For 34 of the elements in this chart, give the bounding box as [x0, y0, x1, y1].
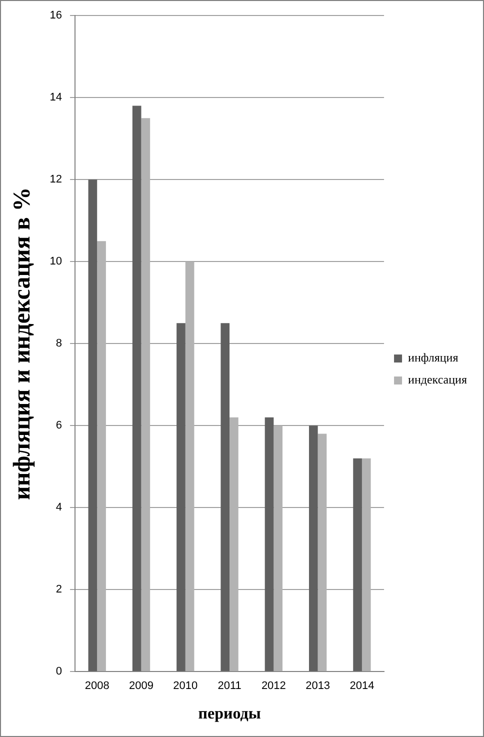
- bar: [132, 106, 142, 672]
- bar: [362, 458, 371, 672]
- bar: [220, 323, 230, 672]
- y-tick-label: 16: [50, 10, 62, 22]
- x-axis-title: периоды: [198, 706, 262, 723]
- bar: [308, 426, 318, 672]
- y-tick-label: 10: [50, 256, 62, 268]
- y-tick-label: 4: [56, 502, 62, 514]
- legend-label: индексация: [408, 372, 468, 387]
- bar: [318, 434, 327, 672]
- bar: [141, 118, 150, 672]
- y-tick-label: 0: [56, 666, 62, 678]
- x-tick-label: 2008: [84, 680, 110, 692]
- bar: [97, 241, 106, 672]
- x-tick-label: 2012: [261, 680, 286, 692]
- y-tick-label: 2: [56, 584, 62, 596]
- y-axis-title: инфляция и индексация в %: [10, 187, 36, 500]
- x-tick-label: 2013: [306, 680, 330, 692]
- bar: [88, 180, 98, 672]
- y-tick-label: 8: [56, 338, 62, 350]
- legend-label: инфляция: [408, 350, 459, 365]
- bar: [230, 417, 238, 672]
- bar: [264, 417, 274, 672]
- y-tick-label: 12: [50, 174, 62, 186]
- bar: [274, 426, 283, 672]
- bar: [353, 458, 362, 672]
- bar: [176, 323, 186, 672]
- x-tick-label: 2014: [350, 680, 374, 692]
- y-tick-label: 6: [56, 420, 62, 432]
- y-tick-label: 14: [50, 92, 62, 104]
- x-tick-label: 2010: [173, 680, 198, 692]
- bar: [185, 262, 194, 672]
- x-tick-label: 2011: [218, 680, 242, 692]
- x-tick-label: 2009: [129, 680, 154, 692]
